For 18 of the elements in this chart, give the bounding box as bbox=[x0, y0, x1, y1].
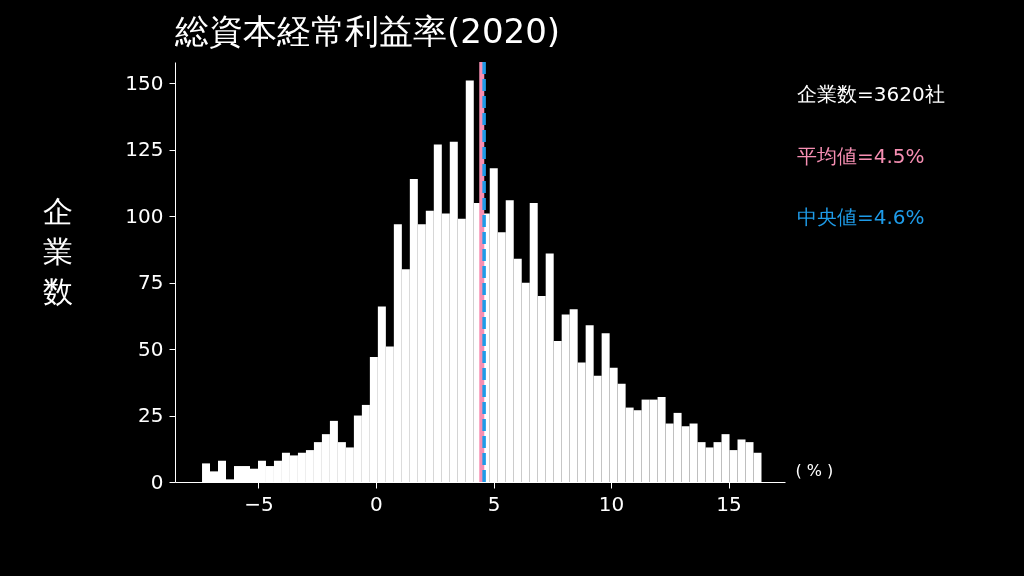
y-tick-label: 125 bbox=[125, 137, 164, 162]
y-tick-label: 0 bbox=[150, 469, 164, 494]
x-tick-label: 10 bbox=[598, 491, 625, 516]
y-tick-label: 100 bbox=[125, 203, 164, 228]
x-tick-label: 15 bbox=[716, 491, 742, 516]
y-tick-label: 25 bbox=[138, 403, 164, 428]
y-tick-label: 50 bbox=[138, 336, 164, 361]
x-tick-label: −5 bbox=[244, 491, 274, 516]
ref-line-label: 平均値=4.5% bbox=[797, 143, 925, 168]
y-tick-label: 75 bbox=[138, 270, 164, 295]
x-tick-label: 0 bbox=[370, 491, 383, 516]
y-axis-title: 企業数 bbox=[42, 193, 73, 309]
y-tick-label: 150 bbox=[125, 70, 164, 95]
chart-title: 総資本経常利益率(2020) bbox=[174, 10, 561, 51]
x-tick-label: 5 bbox=[487, 491, 501, 516]
ref-line-label: 中央値=4.6% bbox=[797, 205, 925, 229]
text: 企業数=3620社 bbox=[797, 82, 945, 106]
x-axis-title: ( % ) bbox=[795, 460, 834, 480]
